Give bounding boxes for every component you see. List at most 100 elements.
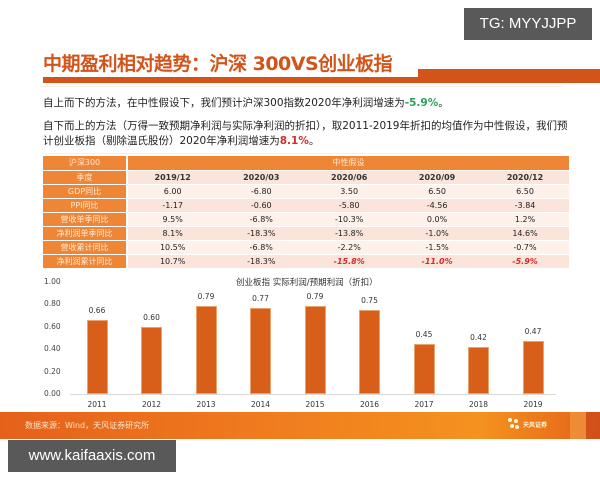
row-label: 营收单季同比 — [43, 212, 128, 227]
divider — [43, 86, 563, 87]
chart-title: 创业板指 实际利润/预期利润（折扣） — [236, 278, 378, 288]
table-cell: -5.80 — [305, 198, 394, 213]
table-cell: 0.0% — [393, 212, 482, 227]
x-tick-label: 2012 — [141, 400, 162, 409]
column-header: 2020/09 — [393, 170, 482, 185]
bar — [413, 343, 435, 394]
footer-decoration — [586, 412, 600, 439]
paragraph-bottom-up: 自下而上的方法（万得一致预期净利润与实际净利润的折扣），取2011-2019年折… — [43, 119, 568, 149]
x-tick-label: 2019 — [523, 400, 543, 409]
table-cell: 14.6% — [481, 226, 569, 241]
paragraph-punct: 。 — [308, 135, 320, 147]
bar — [359, 310, 380, 394]
watermark-top: TG: MYYJJPP — [464, 8, 592, 40]
table-row: 营收单季同比 9.5% -6.8% -10.3% 0.0% 1.2% — [43, 212, 569, 227]
table-row: PPI同比 -1.17 -0.60 -5.80 -4.56 -3.84 — [43, 198, 569, 213]
bar-value-label: 0.47 — [524, 327, 542, 337]
bar — [250, 307, 271, 394]
table-cell-forecast: -15.8% — [305, 254, 394, 269]
y-tick-label: 1.00 — [44, 277, 61, 286]
bar — [141, 326, 162, 394]
row-label: 营收累计同比 — [43, 240, 128, 255]
table-cell: 6.50 — [393, 184, 482, 199]
table-cell: 1.2% — [481, 212, 569, 227]
table-row: 净利润累计同比 10.7% -18.3% -15.8% -11.0% -5.9% — [43, 254, 569, 269]
table-row: GDP同比 6.00 -6.80 3.50 6.50 6.50 — [43, 184, 569, 199]
bar — [86, 320, 108, 394]
table-cell-forecast: -11.0% — [393, 254, 482, 269]
bar — [304, 305, 326, 394]
bar-value-label: 0.45 — [415, 329, 433, 339]
row-label: 净利润单季同比 — [43, 226, 128, 241]
forecast-table: 沪深300 中性假设 季度 2019/12 2020/03 2020/06 20… — [43, 156, 569, 269]
x-tick-label: 2017 — [414, 400, 434, 409]
table-span-header: 中性假设 — [127, 156, 569, 171]
table-cell: -6.8% — [217, 212, 306, 227]
table-cell: -1.5% — [393, 240, 482, 255]
column-header: 2019/12 — [127, 170, 218, 185]
bar-value-label: 0.60 — [143, 312, 160, 322]
table-cell: 6.00 — [127, 184, 218, 199]
column-header: 2020/06 — [305, 170, 394, 185]
table-cell: -0.7% — [481, 240, 569, 255]
logo-text: 天风证券 — [523, 421, 548, 429]
x-tick-label: 2018 — [468, 400, 489, 409]
row-label: PPI同比 — [43, 198, 128, 213]
row-label: GDP同比 — [43, 184, 128, 199]
x-tick-label: 2015 — [305, 400, 325, 409]
table-cell: -4.56 — [393, 198, 482, 213]
table-cell: -1.0% — [393, 226, 482, 241]
y-tick-label: 0.80 — [44, 299, 61, 309]
table-cell: -2.2% — [305, 240, 394, 255]
bar — [522, 341, 544, 394]
table-title-cell: 沪深300 — [43, 156, 128, 171]
bar-value-label: 0.75 — [361, 296, 378, 305]
logo-icon — [508, 418, 520, 430]
table-cell: -18.3% — [217, 226, 306, 241]
table-cell: 3.50 — [305, 184, 394, 199]
table-cell: -6.80 — [217, 184, 306, 199]
title-underline — [43, 77, 600, 83]
watermark-bottom: www.kaifaaxis.com — [8, 440, 176, 472]
table-cell: 10.7% — [127, 254, 218, 269]
bar — [195, 305, 217, 394]
paragraph-text: 自下而上的方法（万得一致预期净利润与实际净利润的折扣），取2011-2019年折… — [43, 120, 568, 147]
table-cell-forecast: -5.9% — [481, 254, 569, 269]
forecast-value-chinext: 8.1% — [279, 135, 309, 147]
column-header: 2020/12 — [481, 170, 569, 185]
row-label: 净利润累计同比 — [43, 254, 128, 269]
table-cell: -6.8% — [217, 240, 306, 255]
y-tick-label: 0.40 — [44, 344, 61, 354]
y-tick-label: 0.00 — [44, 389, 61, 398]
table-cell: 9.5% — [127, 212, 218, 227]
y-tick-label: 0.60 — [44, 321, 61, 331]
table-cell: 8.1% — [127, 226, 218, 241]
bar-value-label: 0.79 — [197, 291, 215, 301]
table-cell: -13.8% — [305, 226, 394, 241]
table-cell: 6.50 — [481, 184, 569, 199]
bar-value-label: 0.77 — [252, 293, 269, 303]
table-quarter-label: 季度 — [43, 170, 128, 185]
x-tick-label: 2014 — [250, 400, 271, 409]
table-cell: -18.3% — [217, 254, 306, 269]
brand-logo: 天风证券 — [508, 418, 547, 430]
x-tick-label: 2016 — [359, 400, 380, 409]
table-row: 净利润单季同比 8.1% -18.3% -13.8% -1.0% 14.6% — [43, 226, 569, 241]
bar-value-label: 0.66 — [88, 306, 106, 316]
table-cell: -0.60 — [217, 198, 306, 213]
table-cell: -10.3% — [305, 212, 394, 227]
table-cell: 10.5% — [127, 240, 218, 255]
page-title: 中期盈利相对趋势：沪深 300VS创业板指 — [43, 53, 393, 75]
y-tick-label: 0.20 — [44, 366, 61, 376]
paragraph-punct: 。 — [438, 97, 449, 109]
table-cell: -3.84 — [481, 198, 569, 213]
divider — [43, 153, 563, 154]
x-tick-label: 2013 — [196, 400, 216, 409]
x-tick-label: 2011 — [87, 400, 107, 409]
bar-value-label: 0.79 — [306, 291, 324, 301]
data-source: 数据来源：Wind，天风证券研究所 — [25, 421, 150, 430]
footer-decoration — [570, 412, 586, 439]
footer-bar: 数据来源：Wind，天风证券研究所 天风证券 — [0, 412, 600, 439]
forecast-value-hs300: -5.9% — [404, 97, 439, 109]
paragraph-text: 自上而下的方法，在中性假设下，我们预计沪深300指数2020年净利润增速为 — [43, 97, 405, 109]
